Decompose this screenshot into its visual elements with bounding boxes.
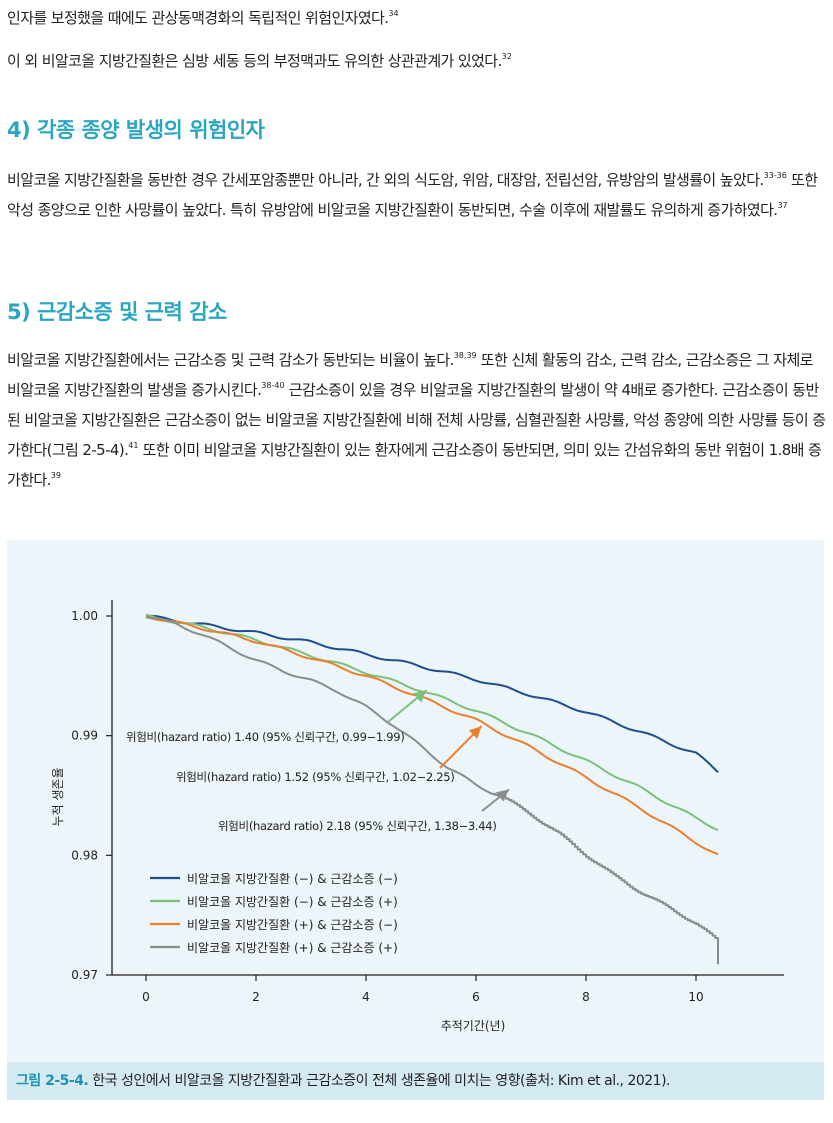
section-4-text-2: 또한 악성 종양으로 인한 사망률이 높았다. 특히 유방암에 비알코올 지방간… [7, 171, 818, 219]
annotation-arrow-head [413, 690, 427, 703]
legend-label: 비알코올 지방간질환 (−) & 근감소증 (+) [187, 895, 398, 909]
legend-label: 비알코올 지방간질환 (−) & 근감소증 (−) [187, 872, 398, 886]
figure-caption-label: 그림 2-5-4. [16, 1073, 89, 1089]
figure-caption-text: 한국 성인에서 비알코올 지방간질환과 근감소증이 전체 생존율에 미치는 영향… [88, 1073, 670, 1089]
section-5-ref-1: 38,39 [453, 351, 477, 360]
section-5-text-4: 또한 이미 비알코올 지방간질환이 있는 환자에게 근감소증이 동반되면, 의미… [7, 441, 822, 489]
x-tick-label: 4 [362, 990, 370, 1004]
annotation-arrow-head [495, 789, 509, 802]
section-4-paragraph: 비알코올 지방간질환을 동반한 경우 간세포암종뿐만 아니라, 간 외의 식도암… [7, 165, 829, 225]
y-tick-label: 0.97 [71, 968, 98, 982]
line-1-ref: 34 [388, 9, 399, 18]
y-tick-label: 1.00 [71, 609, 98, 623]
annotation-arrow-head [468, 726, 482, 739]
section-5-heading: 5) 근감소증 및 근력 감소 [7, 300, 227, 324]
series-line [145, 616, 719, 965]
section-5-paragraph: 비알코올 지방간질환에서는 근감소증 및 근력 감소가 동반되는 비율이 높다.… [7, 345, 829, 495]
line-1: 인자를 보정했을 때에도 관상동맥경화의 독립적인 위험인자였다.34 [7, 3, 829, 33]
hazard-ratio-annotation: 위험비(hazard ratio) 1.40 (95% 신뢰구간, 0.99−1… [126, 730, 405, 744]
section-5-text-1: 비알코올 지방간질환에서는 근감소증 및 근력 감소가 동반되는 비율이 높다. [7, 351, 454, 369]
line-1-text: 인자를 보정했을 때에도 관상동맥경화의 독립적인 위험인자였다. [7, 9, 389, 27]
legend-label: 비알코올 지방간질환 (+) & 근감소증 (−) [187, 918, 398, 932]
section-4-text-1: 비알코올 지방간질환을 동반한 경우 간세포암종뿐만 아니라, 간 외의 식도암… [7, 171, 764, 189]
x-axis-label: 추적기간(년) [441, 1019, 506, 1033]
section-5-text-2: 또한 신체 활동의 감소, 근력 감소, 근감소증은 그 자체로 비알코올 지방… [7, 351, 813, 399]
section-4-ref-2: 37 [777, 201, 788, 210]
figure-box [7, 540, 824, 1100]
section-4-ref-1: 33-36 [763, 171, 787, 180]
line-2: 이 외 비알코올 지방간질환은 심방 세동 등의 부정맥과도 유의한 상관관계가… [7, 46, 829, 76]
x-tick-label: 6 [472, 990, 480, 1004]
section-5-text-3: 근감소증이 있을 경우 비알코올 지방간질환의 발생이 약 4배로 증가한다. … [7, 381, 826, 459]
section-5-ref-2: 38-40 [261, 381, 285, 390]
line-2-ref: 32 [501, 52, 512, 61]
hazard-ratio-annotation: 위험비(hazard ratio) 1.52 (95% 신뢰구간, 1.02−2… [176, 770, 455, 784]
x-tick-label: 8 [582, 990, 590, 1004]
figure-caption: 그림 2-5-4. 한국 성인에서 비알코올 지방간질환과 근감소증이 전체 생… [16, 1070, 670, 1092]
x-tick-label: 10 [688, 990, 703, 1004]
x-tick-label: 0 [142, 990, 150, 1004]
series-line [145, 613, 719, 832]
section-4-heading: 4) 각종 종양 발생의 위험인자 [7, 118, 265, 142]
section-5-ref-3: 41 [128, 441, 139, 450]
line-2-text: 이 외 비알코올 지방간질환은 심방 세동 등의 부정맥과도 유의한 상관관계가… [7, 52, 502, 70]
section-5-ref-4: 39 [50, 471, 61, 480]
hazard-ratio-annotation: 위험비(hazard ratio) 2.18 (95% 신뢰구간, 1.38−3… [218, 819, 497, 833]
x-tick-label: 2 [252, 990, 260, 1004]
legend-label: 비알코올 지방간질환 (+) & 근감소증 (+) [187, 941, 398, 955]
caption-bar [7, 1062, 824, 1100]
y-tick-label: 0.98 [71, 848, 98, 862]
series-line [145, 615, 719, 856]
y-axis-label: 누적 생존율 [51, 767, 65, 826]
y-tick-label: 0.99 [71, 729, 98, 743]
series-line [145, 614, 719, 774]
